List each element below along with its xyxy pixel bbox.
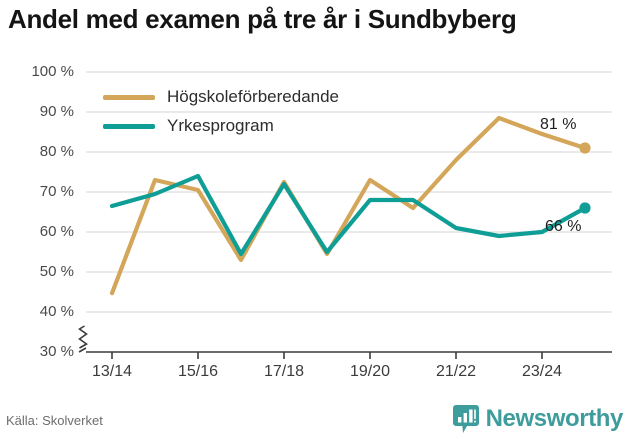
axis xyxy=(78,325,612,359)
y-tick-label: 30 % xyxy=(39,343,74,360)
y-tick-label: 40 % xyxy=(39,303,74,320)
legend-item-yrkesprogram[interactable]: Yrkesprogram xyxy=(103,116,274,136)
legend-label-hogskoleforberedande: Högskoleförberedande xyxy=(167,87,340,106)
x-ticks xyxy=(111,352,543,359)
x-tick-label: 13/14 xyxy=(91,363,133,380)
series-endpoints xyxy=(579,142,591,214)
end-label-yrkesprogram: 66 % xyxy=(545,218,582,235)
newsworthy-logo[interactable]: Newsworthy xyxy=(452,404,624,434)
y-tick-label: 70 % xyxy=(39,183,74,200)
source-caption: Källa: Skolverket xyxy=(6,413,103,428)
y-tick-label: 90 % xyxy=(39,103,74,120)
end-label-hogskoleforberedande: 81 % xyxy=(540,116,577,133)
series-lines xyxy=(109,115,588,296)
x-tick-label: 19/20 xyxy=(349,363,391,380)
page-title: Andel med examen på tre år i Sundbyberg xyxy=(8,4,517,34)
endpoint-dot-yrkesprogram xyxy=(579,202,591,214)
x-tick-label: 21/22 xyxy=(435,363,477,380)
y-tick-label: 60 % xyxy=(39,223,74,240)
x-tick-label: 15/16 xyxy=(177,363,219,380)
axis-break-icon xyxy=(78,325,88,353)
series-line-yrkesprogram xyxy=(109,173,588,257)
legend-item-hogskoleforberedande[interactable]: Högskoleförberedande xyxy=(103,87,339,107)
x-tick-label: 23/24 xyxy=(521,363,563,380)
bar-chart-speech-bubble-icon xyxy=(452,405,479,433)
legend-swatch-gold xyxy=(103,94,155,100)
newsworthy-logo-text: Newsworthy xyxy=(485,405,624,432)
endpoint-dot-hogskoleforberedande xyxy=(579,142,591,154)
legend-label-yrkesprogram: Yrkesprogram xyxy=(167,116,274,135)
y-tick-label: 50 % xyxy=(39,263,74,280)
legend-swatch-teal xyxy=(103,123,155,129)
y-tick-label: 80 % xyxy=(39,143,74,160)
x-tick-label: 17/18 xyxy=(263,363,305,380)
series-line-hogskoleforberedande xyxy=(109,115,588,296)
y-tick-label: 100 % xyxy=(31,63,74,80)
gridlines xyxy=(86,71,612,313)
